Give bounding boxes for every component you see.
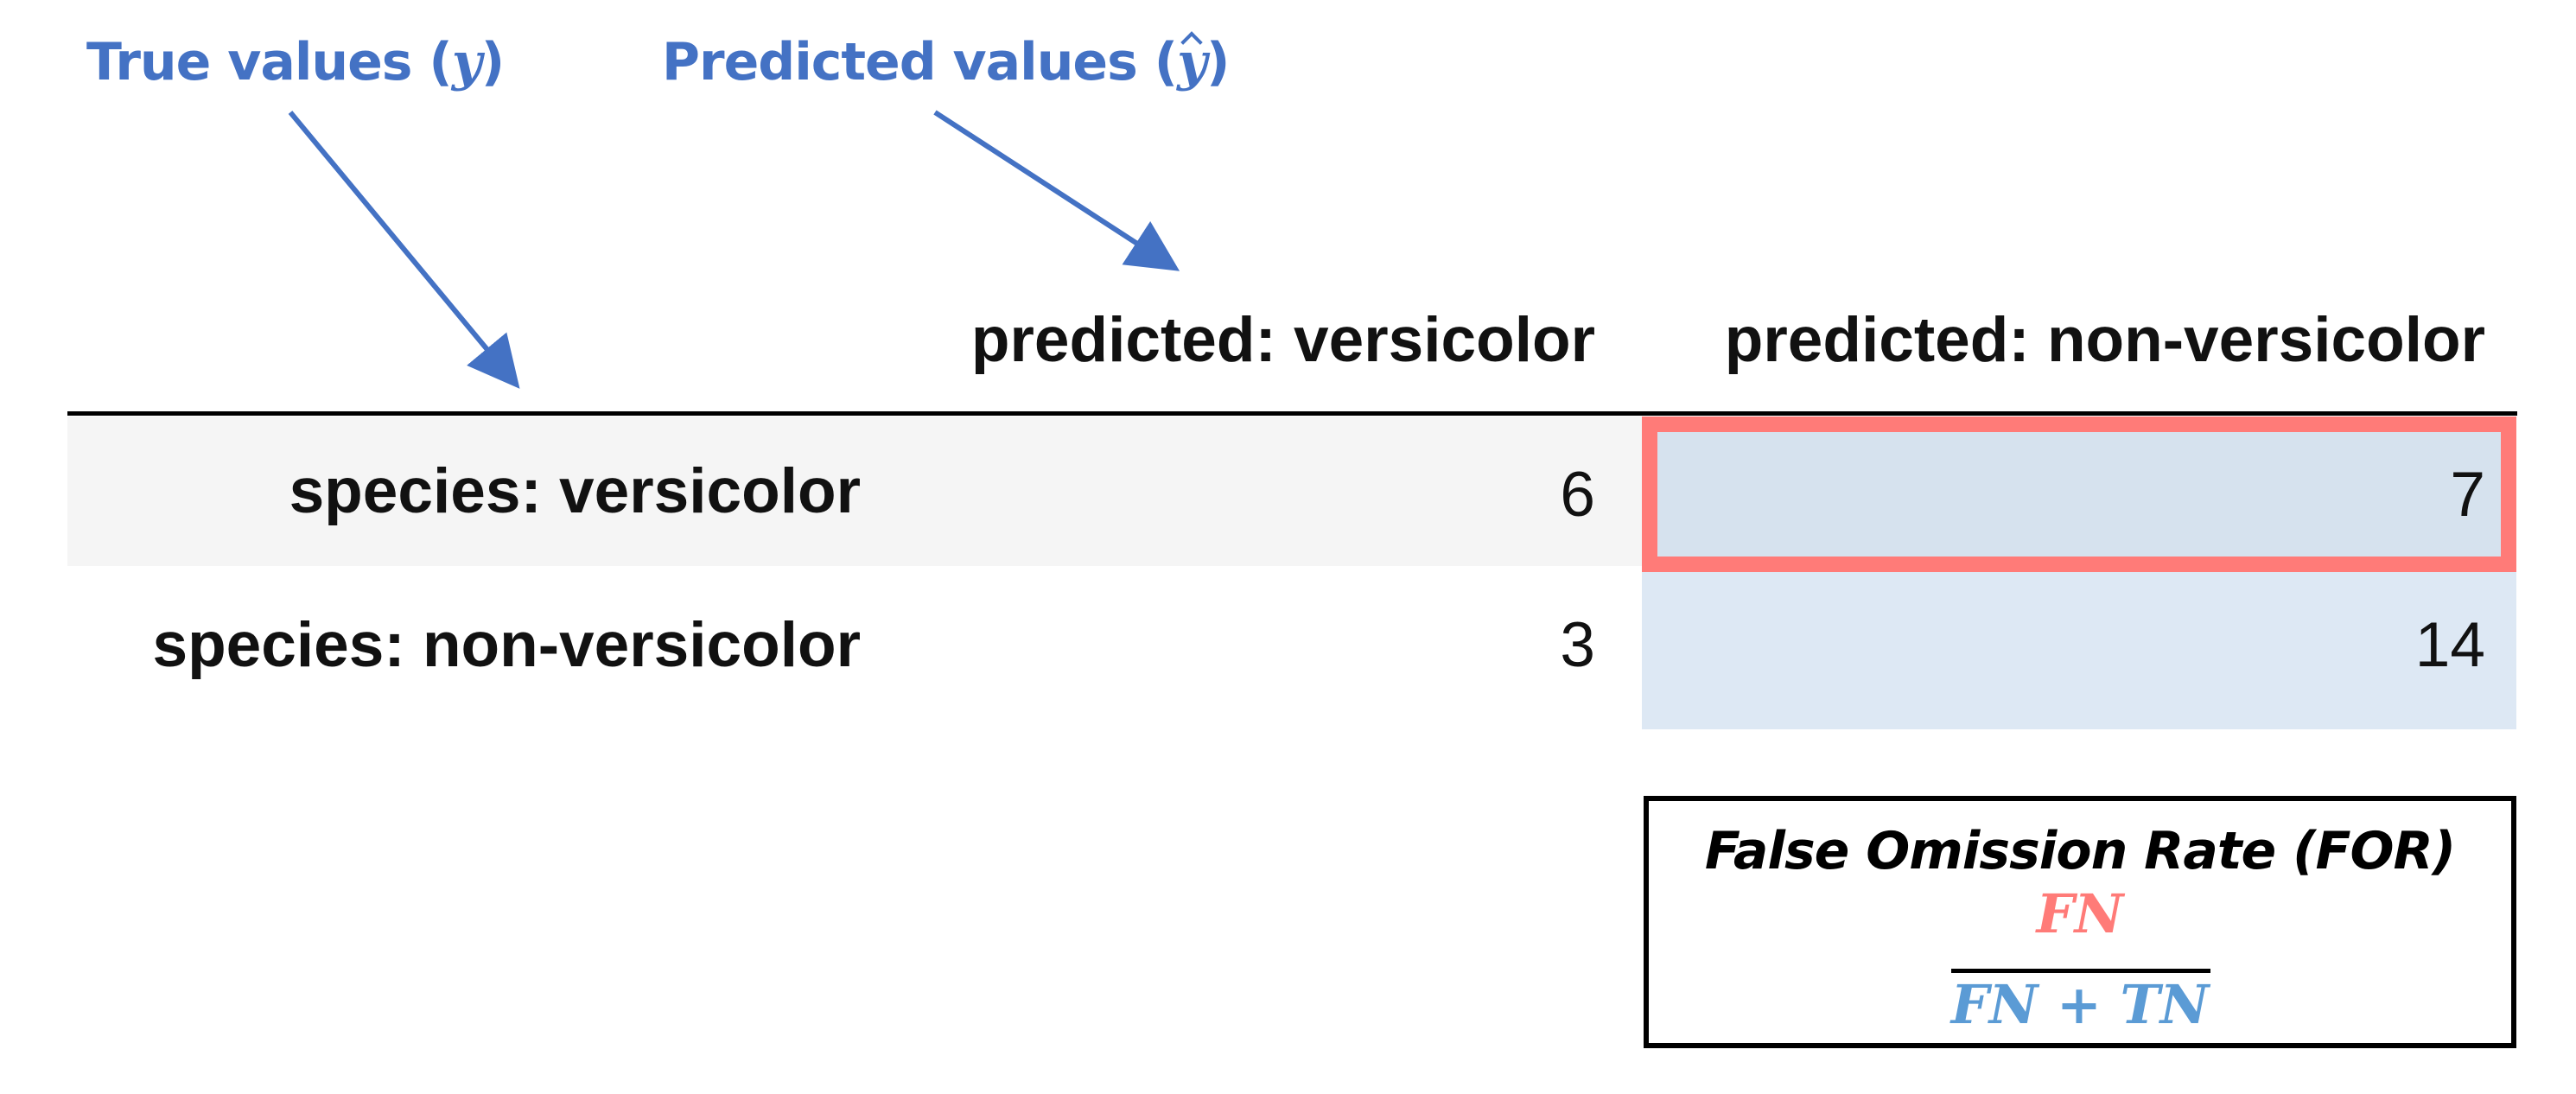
row-label-species-versicolor: species: versicolor xyxy=(289,456,861,526)
true-values-suffix: ) xyxy=(480,32,505,92)
table-header-rule xyxy=(67,411,2517,416)
predicted-values-suffix: ) xyxy=(1206,32,1230,92)
fraction-bar xyxy=(1951,969,2210,973)
predicted-values-arrow xyxy=(933,110,1180,271)
formula-denominator: FN + TN xyxy=(1950,973,2210,1036)
table-row-versicolor: species: versicolor xyxy=(67,417,1644,566)
true-negative-cell xyxy=(1642,572,2516,729)
false-negative-value: 7 xyxy=(2450,460,2485,530)
column-header-predicted-non-versicolor: predicted: non-versicolor xyxy=(1724,305,2485,375)
false-negative-cell-highlight xyxy=(1642,417,2516,572)
false-positive-value: 3 xyxy=(1560,610,1595,680)
column-header-predicted-versicolor: predicted: versicolor xyxy=(970,305,1595,375)
true-negative-value: 14 xyxy=(2414,610,2485,680)
row-label-species-non-versicolor: species: non-versicolor xyxy=(152,610,861,680)
true-values-annotation: True values (y) xyxy=(86,36,505,88)
predicted-values-annotation: Predicted values (y) xyxy=(662,32,1230,92)
formula-box: False Omission Rate (FOR) FN FN + TN xyxy=(1644,796,2516,1048)
table-row-non-versicolor: species: non-versicolor xyxy=(67,570,1644,720)
y-symbol: y xyxy=(451,32,482,92)
formula-title: False Omission Rate (FOR) xyxy=(1704,821,2456,881)
true-positive-value: 6 xyxy=(1560,460,1595,530)
y-hat-symbol: y xyxy=(1177,32,1207,92)
formula-numerator: FN xyxy=(2036,882,2124,945)
true-values-prefix: True values ( xyxy=(86,32,453,92)
predicted-values-prefix: Predicted values ( xyxy=(662,32,1178,92)
true-values-arrow xyxy=(288,111,520,389)
